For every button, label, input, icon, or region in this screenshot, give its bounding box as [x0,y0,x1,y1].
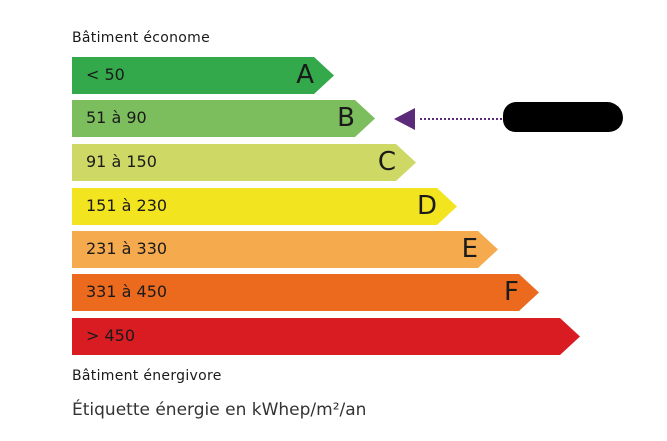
class-letter: A [296,60,314,90]
current-class-arrow-icon [394,108,415,130]
class-range: < 50 [86,65,125,84]
class-range: 151 à 230 [86,196,168,215]
class-range: 231 à 330 [86,239,168,258]
class-range: > 450 [86,326,136,345]
class-letter: E [461,234,478,264]
energy-class-bar-b: 51 à 90 B [72,100,375,137]
class-letter: D [416,191,437,221]
energy-class-bar-f: 331 à 450 F [72,274,539,311]
bottom-label: Bâtiment énergivore [72,368,222,384]
class-range: 331 à 450 [86,282,168,301]
class-letter: F [504,277,519,307]
unit-label: Étiquette énergie en kWhep/m²/an [72,400,367,420]
redacted-value [503,102,623,132]
energy-class-bar-a: < 50 A [72,57,334,94]
energy-class-bar-c: 91 à 150 C [72,144,416,181]
top-label: Bâtiment économe [72,30,210,46]
energy-class-bar-g: > 450 [72,318,580,355]
class-range: 51 à 90 [86,108,147,127]
class-letter: B [337,103,355,133]
energy-class-bar-e: 231 à 330 E [72,231,498,268]
class-range: 91 à 150 [86,152,157,171]
energy-class-bar-d: 151 à 230 D [72,188,457,225]
class-letter: C [377,147,396,177]
indicator-dotted-line [420,118,502,120]
